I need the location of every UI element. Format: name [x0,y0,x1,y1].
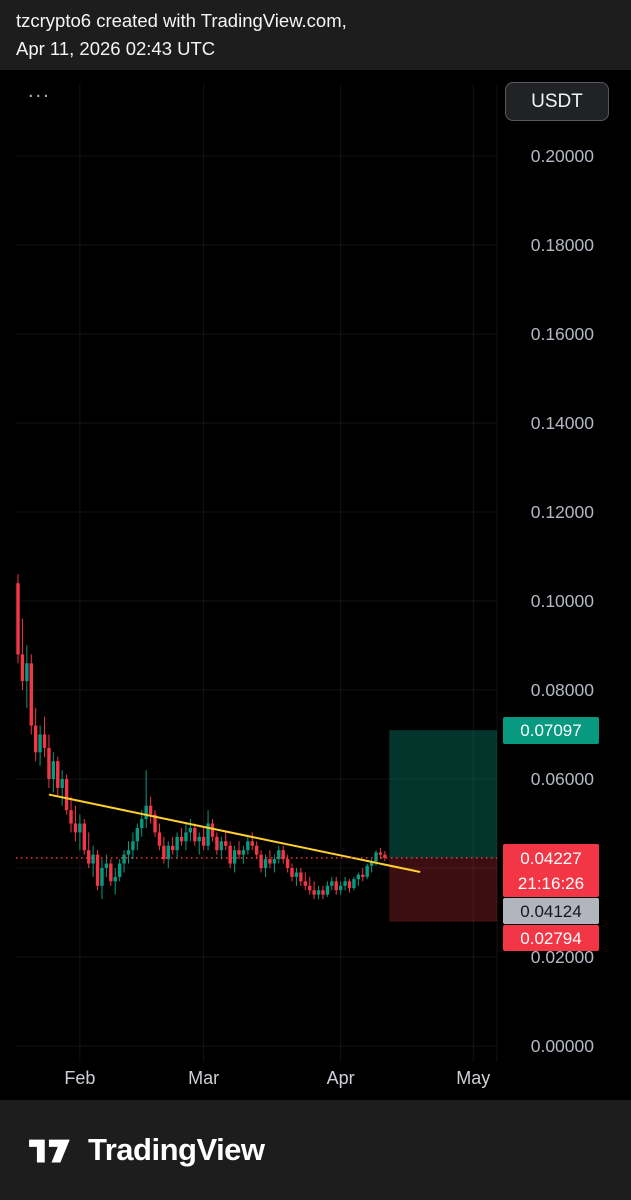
price-tags-layer: 0.07097 0.04227 21:16:26 0.04124 0.02794 [0,70,631,1100]
svg-text:0.10000: 0.10000 [531,591,595,611]
tradingview-wordmark: TradingView [88,1132,265,1167]
svg-text:0.00000: 0.00000 [531,1036,595,1056]
stop-price-tag[interactable]: 0.02794 [503,925,599,952]
svg-text:Apr: Apr [327,1068,355,1088]
svg-text:0.08000: 0.08000 [531,680,595,700]
currency-toggle-button[interactable]: USDT [505,82,609,121]
tradingview-logo-icon [29,1139,70,1163]
legend-collapse-ellipsis[interactable]: ... [28,80,51,102]
entry-price-tag-text: 21:16:26 [517,873,585,893]
svg-text:Mar: Mar [188,1068,219,1088]
svg-text:0.12000: 0.12000 [531,502,595,522]
header-attribution: tzcrypto6 created with TradingView.com, [16,10,347,31]
footer: TradingView [0,1100,631,1200]
entry-price-tag[interactable]: 0.04227 21:16:26 [503,844,599,898]
chart-area[interactable]: 0.000000.020000.040000.060000.080000.100… [0,70,631,1100]
svg-text:May: May [456,1068,490,1088]
svg-text:0.02000: 0.02000 [531,947,595,967]
svg-text:Feb: Feb [64,1068,95,1088]
header-timestamp: Apr 11, 2026 02:43 UTC [16,38,216,59]
stop-price-tag-text: 0.02794 [520,928,582,948]
gray-price-tag: 0.04124 [503,898,599,925]
gray-price-tag-text: 0.04124 [520,901,582,921]
target-price-tag-text: 0.07097 [520,720,582,740]
header: tzcrypto6 created with TradingView.com, … [0,0,631,70]
svg-text:0.06000: 0.06000 [531,769,595,789]
entry-price-tag-text: 0.04227 [520,848,582,868]
svg-text:0.14000: 0.14000 [531,413,595,433]
svg-text:0.20000: 0.20000 [531,146,595,166]
target-price-tag[interactable]: 0.07097 [503,716,599,744]
svg-text:0.18000: 0.18000 [531,235,595,255]
svg-text:0.16000: 0.16000 [531,324,595,344]
